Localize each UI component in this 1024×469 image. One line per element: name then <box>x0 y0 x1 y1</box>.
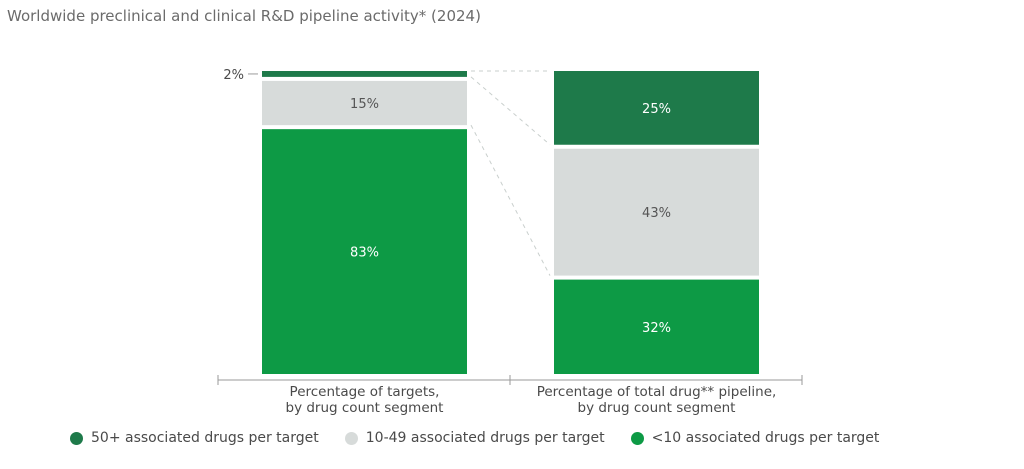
x-tick-label: Percentage of targets, <box>290 384 440 400</box>
data-label: 43% <box>642 206 671 221</box>
connector-line-2 <box>470 124 551 276</box>
bar-pipeline-segment-1 <box>554 148 759 276</box>
legend: 50+ associated drugs per target 10-49 ass… <box>70 430 905 446</box>
bar-pipeline-segment-0 <box>554 279 759 374</box>
data-label: 83% <box>350 246 379 261</box>
x-tick-label: by drug count segment <box>286 400 444 416</box>
bar-targets-segment-1 <box>262 80 467 126</box>
legend-label: 10-49 associated drugs per target <box>365 430 605 446</box>
chart-title: Worldwide preclinical and clinical R&D p… <box>7 7 481 25</box>
legend-label: <10 associated drugs per target <box>651 430 880 446</box>
legend-label: 50+ associated drugs per target <box>91 430 319 446</box>
legend-item: 10-49 associated drugs per target <box>344 430 605 446</box>
connector-line-1 <box>470 76 551 146</box>
bar-targets-segment-0 <box>262 129 467 374</box>
legend-swatch <box>70 431 83 445</box>
legend-item: <10 associated drugs per target <box>630 430 880 446</box>
legend-swatch <box>630 431 644 445</box>
data-label: 25% <box>642 102 671 117</box>
bar-pipeline-segment-2 <box>554 71 759 145</box>
bar-targets-segment-2 <box>262 71 467 77</box>
legend-item: 50+ associated drugs per target <box>70 430 319 446</box>
x-tick-label: Percentage of total drug** pipeline, <box>537 384 777 400</box>
x-tick-label: by drug count segment <box>578 400 736 416</box>
data-label-outside: 2% <box>223 68 244 83</box>
data-label: 32% <box>642 321 671 336</box>
legend-swatch <box>344 431 358 445</box>
data-label: 15% <box>350 97 379 112</box>
